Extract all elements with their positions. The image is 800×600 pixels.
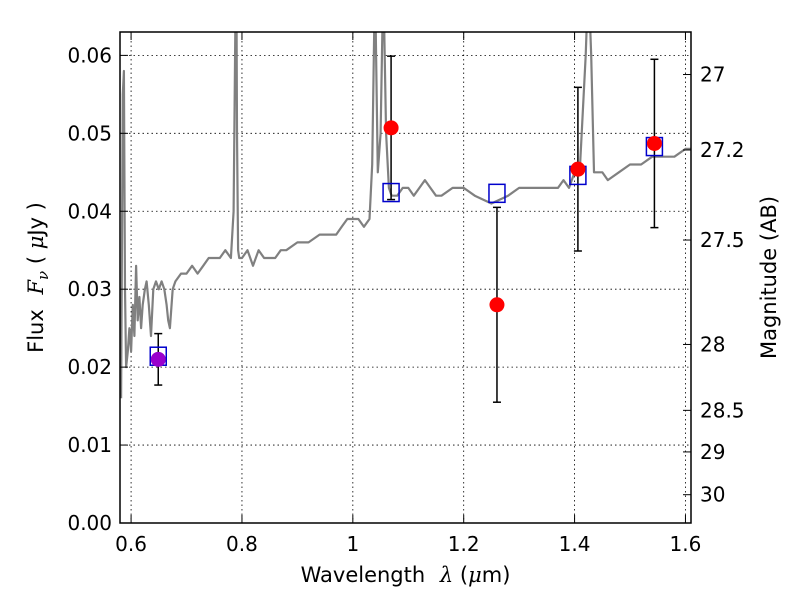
y-tick-label: 0.03 bbox=[67, 277, 112, 301]
observed-point bbox=[570, 161, 586, 177]
y2-tick-label: 27 bbox=[700, 63, 725, 87]
y-tick-label: 0.02 bbox=[67, 355, 112, 379]
y2-axis-label: Magnitude (AB) bbox=[757, 196, 781, 359]
plot-area bbox=[120, 32, 691, 403]
y2-tick-label: 29 bbox=[700, 440, 725, 464]
y2-tick-label: 28.5 bbox=[700, 398, 745, 422]
spectrum-line bbox=[120, 32, 691, 399]
y-tick-label: 0.05 bbox=[67, 121, 112, 145]
observed-point bbox=[150, 351, 166, 367]
x-tick-label: 1.6 bbox=[670, 532, 702, 556]
y2-tick-label: 30 bbox=[700, 483, 725, 507]
x-tick-label: 1 bbox=[346, 532, 359, 556]
y2-tick-label: 28 bbox=[700, 332, 725, 356]
observed-point bbox=[489, 297, 505, 313]
x-tick-label: 0.8 bbox=[226, 532, 258, 556]
x-tick-label: 1.2 bbox=[448, 532, 480, 556]
observed-point bbox=[646, 135, 662, 151]
axis-ticks: 0.6 0.8 1 1.2 1.4 1.6 0.00 0.01 0.02 0.03 0.04 0.05… bbox=[67, 32, 745, 556]
y-tick-label: 0.01 bbox=[67, 433, 112, 457]
plot-frame bbox=[119, 31, 692, 524]
y2-tick-label: 27.5 bbox=[700, 228, 745, 252]
grid bbox=[120, 32, 691, 524]
y-tick-label: 0.06 bbox=[67, 43, 112, 67]
y-tick-label: 0.04 bbox=[67, 199, 112, 223]
y-axis-label: Flux Fν ( μJy ) bbox=[24, 202, 52, 353]
x-tick-label: 0.6 bbox=[115, 532, 147, 556]
y-tick-label: 0.00 bbox=[67, 511, 112, 535]
x-axis-label: Wavelength λ (μm) bbox=[301, 563, 511, 587]
y2-tick-label: 27.2 bbox=[700, 138, 745, 162]
observed-point bbox=[383, 120, 399, 136]
model-point bbox=[488, 183, 506, 204]
model-point bbox=[382, 182, 400, 203]
x-tick-label: 1.4 bbox=[559, 532, 591, 556]
